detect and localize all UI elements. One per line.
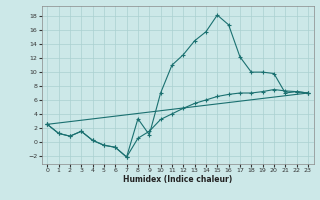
X-axis label: Humidex (Indice chaleur): Humidex (Indice chaleur)	[123, 175, 232, 184]
